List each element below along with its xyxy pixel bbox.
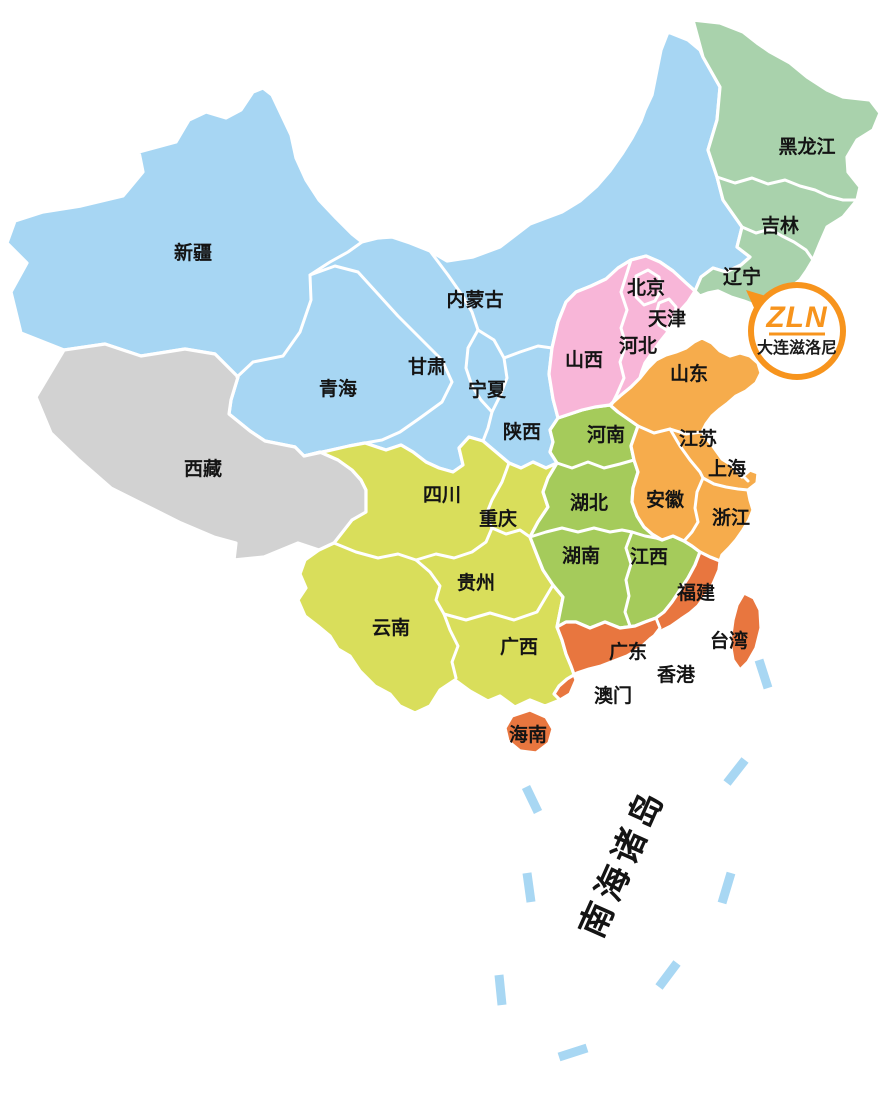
region-southwest <box>296 435 578 715</box>
label-chongqing: 重庆 <box>479 507 517 530</box>
province-borders-southeast <box>648 616 662 641</box>
south-china-sea-dashes <box>494 658 773 1062</box>
label-hainan: 海南 <box>509 723 547 746</box>
region-hainan-island <box>503 708 555 755</box>
label-hebei: 河北 <box>619 335 657 357</box>
label-hunan: 湖南 <box>562 545 600 567</box>
label-tianjin: 天津 <box>648 307 686 330</box>
label-neimenggu: 内蒙古 <box>446 288 503 311</box>
label-jiangsu: 江苏 <box>679 427 717 450</box>
label-henan: 河南 <box>587 424 625 446</box>
zln-badge: ZLN 大连滋洛尼 <box>746 282 846 380</box>
label-guangxi: 广西 <box>500 635 538 658</box>
province-borders-central <box>528 458 664 628</box>
label-guizhou: 贵州 <box>457 572 495 594</box>
label-guangdong: 广东 <box>609 640 647 663</box>
province-borders-southwest <box>332 461 555 680</box>
label-heilongjiang: 黑龙江 <box>778 135 835 158</box>
label-fujian: 福建 <box>676 581 715 604</box>
label-hubei: 湖北 <box>570 492 608 514</box>
sea-dash-segment <box>723 757 749 786</box>
label-xinjiang: 新疆 <box>174 241 212 264</box>
label-hongkong: 香港 <box>656 664 696 686</box>
label-zhejiang: 浙江 <box>712 506 750 529</box>
region-east <box>608 336 763 563</box>
sea-dash-segment <box>655 960 681 990</box>
province-borders-northwest <box>235 240 554 445</box>
label-shanghai: 上海 <box>708 457 746 480</box>
badge-company-text: 大连滋洛尼 <box>757 338 837 357</box>
region-taiwan-island <box>728 591 763 672</box>
label-shanxi: 山西 <box>565 349 603 371</box>
province-labels: 新疆 内蒙古 青海 甘肃 宁夏 陕西 西藏 黑龙江 吉林 辽宁 北京 天津 河北… <box>174 135 836 746</box>
label-ningxia: 宁夏 <box>468 378 507 401</box>
label-taiwan: 台湾 <box>710 629 748 652</box>
sea-dash-segment <box>754 658 773 690</box>
label-anhui: 安徽 <box>646 488 685 511</box>
sea-dash-segment <box>522 872 536 903</box>
label-beijing: 北京 <box>627 276 665 299</box>
badge-brand-text: ZLN <box>765 301 828 334</box>
sea-dash-segment <box>494 974 507 1006</box>
region-southeast <box>552 550 722 702</box>
province-borders-east <box>636 424 750 543</box>
label-jiangxi: 江西 <box>630 546 668 568</box>
label-shandong: 山东 <box>670 362 708 385</box>
sea-dash-segment <box>717 871 736 905</box>
label-liaoning: 辽宁 <box>723 265 761 288</box>
badge-circle <box>748 282 846 380</box>
label-macau: 澳门 <box>594 684 632 707</box>
label-xizang: 西藏 <box>184 457 222 480</box>
label-shaanxi: 陕西 <box>503 420 541 443</box>
province-borders-north <box>610 258 678 406</box>
label-sichuan: 四川 <box>423 485 461 506</box>
label-jilin: 吉林 <box>761 214 799 237</box>
label-yunnan: 云南 <box>372 617 410 639</box>
label-gansu: 甘肃 <box>408 355 446 378</box>
label-qinghai: 青海 <box>319 377 357 400</box>
sea-dash-segment <box>521 785 543 814</box>
sea-dash-segment <box>557 1043 589 1062</box>
province-borders-northeast <box>715 175 859 262</box>
label-south-china-sea-islands: 南海诸岛 <box>573 782 673 944</box>
